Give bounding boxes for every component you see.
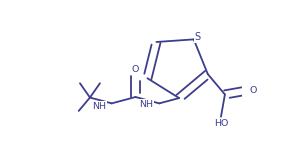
Text: S: S — [194, 32, 201, 42]
Text: O: O — [132, 65, 139, 74]
Text: NH: NH — [92, 102, 106, 111]
Text: HO: HO — [214, 119, 228, 128]
Text: NH: NH — [139, 100, 153, 109]
Text: O: O — [249, 86, 257, 95]
